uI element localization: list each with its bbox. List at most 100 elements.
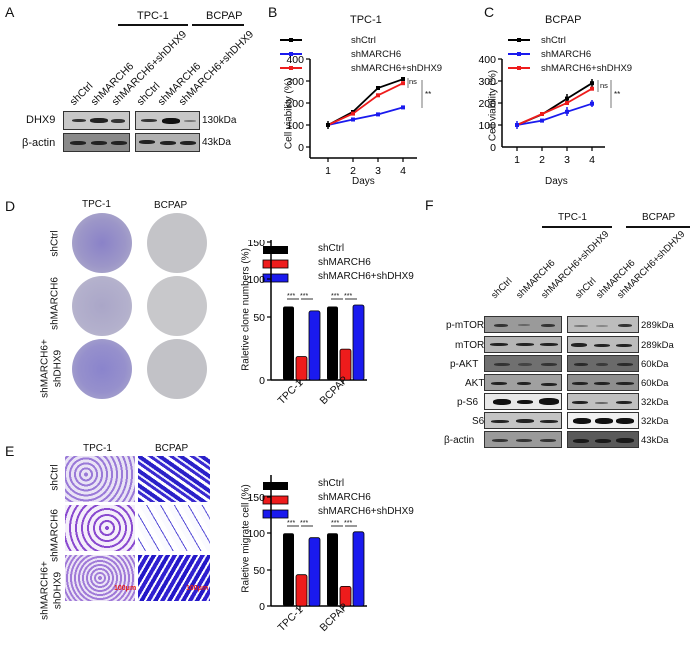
significance-annotation: *** [331, 520, 340, 527]
panel-label-d: D [5, 198, 16, 214]
western-blot-dhx9-tpc1 [63, 111, 130, 130]
migration-well-bcpap-combo [138, 555, 210, 601]
row-label-combo-2: shDHX9 [52, 349, 64, 388]
bar-chart-migrate-cell: 150 100 50 0 [247, 475, 367, 613]
size-label: 289kDa [641, 340, 674, 351]
svg-text:2: 2 [350, 165, 356, 177]
svg-text:4: 4 [400, 165, 406, 177]
legend-label: shCtrl [351, 35, 376, 46]
panel-label-e: E [5, 443, 15, 459]
svg-text:0: 0 [298, 142, 304, 154]
legend-label: shMARCH6+shDHX9 [318, 271, 414, 282]
svg-text:50: 50 [253, 312, 265, 324]
group-label-bcpap: BCPAP [642, 212, 676, 223]
western-blot-actin-tpc1 [63, 133, 130, 152]
western-blot-ps6-bcpap [567, 393, 639, 410]
group-label-tpc1: TPC-1 [137, 10, 169, 22]
legend-label: shCtrl [318, 243, 345, 254]
svg-text:400: 400 [286, 54, 304, 66]
group-line-bcpap [192, 24, 244, 26]
legend-label: shCtrl [318, 478, 345, 489]
migration-well-bcpap-shctrl [138, 456, 210, 502]
colony-dish-tpc1-combo [72, 339, 132, 399]
svg-text:3: 3 [375, 165, 381, 177]
significance-annotation: *** [344, 293, 353, 300]
size-label: 43kDa [202, 137, 231, 148]
migration-well-tpc1-shmarch6 [65, 505, 135, 551]
row-label-combo-1: shMARCH6+ [39, 339, 51, 398]
western-blot-pakt-tpc1 [484, 355, 562, 372]
row-label-combo-2: shDHX9 [52, 571, 64, 610]
svg-text:150: 150 [247, 492, 265, 504]
x-axis-label: Days [352, 176, 375, 187]
western-blot-akt-tpc1 [484, 374, 562, 391]
size-label: 32kDa [641, 416, 669, 427]
svg-text:100: 100 [247, 274, 265, 286]
significance-annotation: *** [300, 293, 309, 300]
western-blot-mtor-tpc1 [484, 336, 562, 353]
significance-annotation: *** [344, 520, 353, 527]
row-label-shmarch6: shMARCH6 [49, 277, 61, 330]
size-label: 43kDa [641, 435, 669, 446]
svg-text:100: 100 [478, 120, 496, 132]
svg-text:3: 3 [564, 154, 570, 166]
col-label-tpc1: TPC-1 [83, 443, 112, 454]
colony-dish-tpc1-shmarch6 [72, 276, 132, 336]
size-label: 289kDa [641, 320, 674, 331]
migration-well-tpc1-shctrl [65, 456, 135, 502]
col-label-bcpap: BCPAP [154, 200, 188, 211]
legend-label: shMARCH6+shDHX9 [318, 506, 414, 517]
row-label: AKT [465, 378, 485, 389]
significance-annotation: *** [287, 520, 296, 527]
svg-text:0: 0 [490, 142, 496, 154]
migration-well-tpc1-combo [65, 555, 135, 601]
scale-bar-label: 100μm [186, 585, 209, 592]
panel-label-f: F [425, 197, 434, 213]
svg-text:0: 0 [259, 375, 265, 387]
group-line-tpc1 [118, 24, 188, 26]
size-label: 60kDa [641, 359, 669, 370]
legend [508, 38, 530, 70]
legend-label: shCtrl [541, 35, 566, 46]
row-label: mTOR [455, 340, 485, 351]
legend-label: shMARCH6+shDHX9 [351, 63, 443, 74]
svg-text:50: 50 [253, 565, 265, 577]
legend-label: shMARCH6 [318, 492, 371, 503]
svg-text:0: 0 [259, 601, 265, 613]
panel-label-b: B [268, 4, 278, 20]
row-label: β-actin [444, 435, 475, 446]
group-line-bcpap [626, 226, 690, 228]
row-label-actin: β-actin [22, 137, 56, 149]
line-chart-tpc1: 400 300 200 100 0 1 2 3 4 [280, 38, 423, 177]
svg-text:200: 200 [478, 98, 496, 110]
scale-bar-label: 100μm [114, 585, 137, 592]
y-axis-label: Cell viability (%) [283, 77, 295, 150]
colony-dish-bcpap-shmarch6 [147, 276, 207, 336]
size-label: 60kDa [641, 378, 669, 389]
panel-label-a: A [5, 4, 15, 20]
row-label: S6 [472, 416, 485, 427]
group-line-tpc1 [542, 226, 612, 228]
ns-annotation: ns [600, 81, 608, 90]
western-blot-actin-bcpap [567, 431, 639, 448]
svg-text:300: 300 [478, 76, 496, 88]
y-axis-label: Cell viability (%) [487, 69, 499, 142]
svg-text:100: 100 [247, 528, 265, 540]
row-label-shctrl: shCtrl [49, 464, 61, 491]
western-blot-actin-tpc1 [484, 431, 562, 448]
western-blot-mtor-bcpap [567, 336, 639, 353]
size-label: 130kDa [202, 115, 237, 126]
svg-text:2: 2 [539, 154, 545, 166]
legend [262, 246, 289, 283]
y-axis-label: Raletive migrate cell (%) [240, 484, 252, 593]
significance-annotation: *** [287, 293, 296, 300]
legend [280, 38, 302, 70]
svg-text:1: 1 [514, 154, 520, 166]
group-label-bcpap: BCPAP [206, 10, 243, 22]
svg-text:1: 1 [325, 165, 331, 177]
western-blot-pmtor-tpc1 [484, 316, 562, 333]
svg-text:200: 200 [286, 98, 304, 110]
legend-label: shMARCH6 [351, 49, 402, 60]
row-label-dhx9: DHX9 [26, 114, 56, 126]
chart-title: BCPAP [545, 14, 582, 26]
